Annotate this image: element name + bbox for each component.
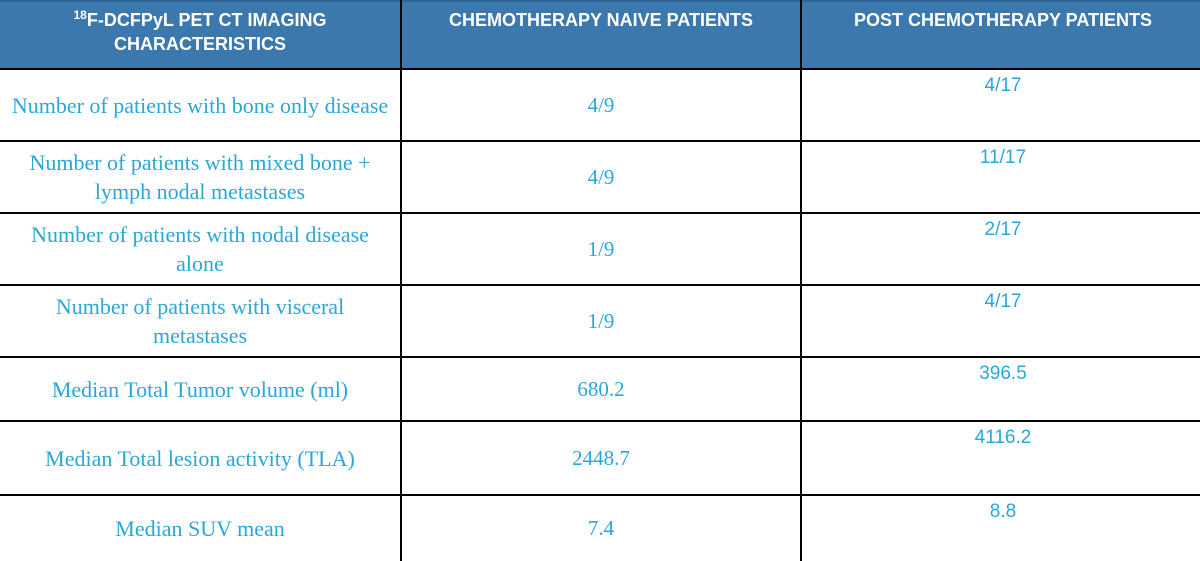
post-value: 4/17 — [802, 286, 1200, 356]
isotope-superscript: 18 — [73, 8, 87, 22]
post-value: 4/17 — [802, 70, 1200, 140]
naive-value: 680.2 — [402, 358, 800, 420]
post-value: 2/17 — [802, 214, 1200, 284]
header-imaging-characteristics-text: 18F-DCFPyL PET CT IMAGING CHARACTERISTICS — [73, 8, 326, 56]
row-label: Median SUV mean — [0, 496, 400, 561]
header-chemo-naive: CHEMOTHERAPY NAIVE PATIENTS — [402, 0, 800, 68]
naive-value: 1/9 — [402, 286, 800, 356]
row-label: Median Total lesion activity (TLA) — [0, 422, 400, 494]
row-label: Number of patients with mixed bone + lym… — [0, 142, 400, 212]
naive-value: 4/9 — [402, 70, 800, 140]
row-label: Number of patients with bone only diseas… — [0, 70, 400, 140]
row-label: Number of patients with nodal disease al… — [0, 214, 400, 284]
header-imaging-characteristics: 18F-DCFPyL PET CT IMAGING CHARACTERISTICS — [0, 0, 400, 68]
row-label: Number of patients with visceral metasta… — [0, 286, 400, 356]
naive-value: 2448.7 — [402, 422, 800, 494]
header-post-chemo: POST CHEMOTHERAPY PATIENTS — [802, 0, 1200, 68]
post-value: 4116.2 — [802, 422, 1200, 494]
row-label: Median Total Tumor volume (ml) — [0, 358, 400, 420]
post-value: 396.5 — [802, 358, 1200, 420]
naive-value: 4/9 — [402, 142, 800, 212]
naive-value: 1/9 — [402, 214, 800, 284]
naive-value: 7.4 — [402, 496, 800, 561]
header-line1: F-DCFPyL PET CT IMAGING — [86, 10, 327, 30]
post-value: 8.8 — [802, 496, 1200, 561]
post-value: 11/17 — [802, 142, 1200, 212]
header-line2: CHARACTERISTICS — [113, 34, 286, 54]
